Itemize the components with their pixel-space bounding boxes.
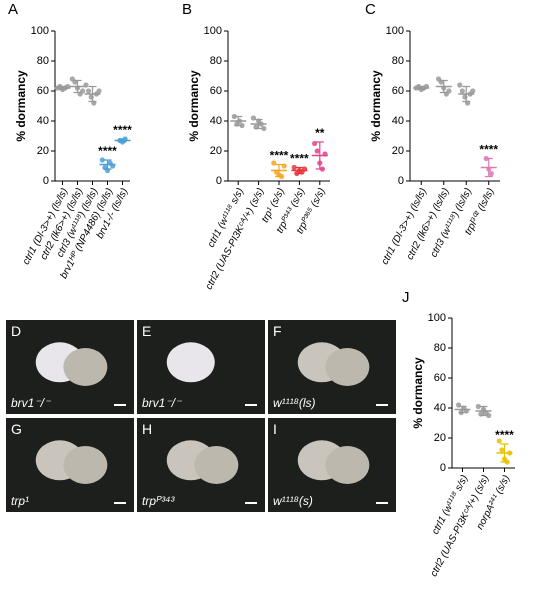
error-bar — [315, 141, 324, 170]
egg — [63, 446, 108, 484]
y-axis-label: % dormancy — [14, 70, 28, 142]
y-tick-label: 100 — [386, 25, 404, 37]
y-tick-label: 0 — [216, 175, 222, 187]
y-tick-label: 0 — [440, 462, 446, 474]
y-axis-label: % dormancy — [411, 357, 425, 429]
error-bar — [462, 85, 471, 103]
panel-label: A — [8, 1, 18, 18]
caption: trpᴾ³⁴³ — [142, 494, 175, 508]
panel-label: D — [11, 323, 21, 339]
y-tick-label: 20 — [392, 145, 404, 157]
y-tick-label: 100 — [31, 25, 49, 37]
egg — [63, 348, 108, 386]
data-point — [457, 82, 463, 88]
y-tick-label: 60 — [392, 85, 404, 97]
error-bar — [88, 85, 97, 103]
panel-label: C — [365, 1, 376, 18]
y-axis-label: % dormancy — [369, 70, 383, 142]
error-bar — [479, 405, 488, 417]
data-point — [459, 88, 465, 94]
y-tick-label: 60 — [434, 372, 446, 384]
significance: **** — [479, 143, 498, 157]
y-tick-label: 60 — [37, 85, 49, 97]
data-point — [488, 170, 494, 177]
y-axis-label: % dormancy — [187, 70, 201, 142]
data-point — [86, 88, 92, 94]
panel-label: G — [11, 421, 22, 437]
error-bar — [234, 115, 243, 127]
error-bar — [458, 405, 467, 414]
data-point — [475, 403, 481, 410]
y-tick-label: 80 — [434, 342, 446, 354]
error-bar — [275, 163, 283, 178]
y-tick-label: 20 — [210, 145, 222, 157]
significance: **** — [290, 152, 309, 166]
error-bar — [103, 159, 112, 170]
egg — [166, 342, 215, 383]
panel-label: I — [273, 421, 277, 437]
data-point — [96, 88, 102, 94]
significance: **** — [98, 144, 117, 158]
error-bar — [118, 138, 127, 143]
caption: brv1⁻/⁻ — [11, 396, 52, 410]
data-point — [486, 412, 492, 419]
y-tick-label: 40 — [210, 115, 222, 127]
caption: w¹¹¹⁸(s) — [273, 494, 313, 508]
data-point — [499, 447, 505, 453]
panel-label: F — [273, 323, 282, 339]
error-bar — [439, 79, 448, 94]
egg — [194, 446, 239, 484]
y-tick-label: 20 — [434, 432, 446, 444]
y-tick-label: 0 — [398, 175, 404, 187]
error-bar — [73, 79, 82, 94]
y-tick-label: 40 — [392, 115, 404, 127]
error-bar — [295, 166, 304, 175]
error-bar — [58, 85, 67, 91]
significance: **** — [495, 428, 514, 442]
panel-label: H — [142, 421, 152, 437]
y-tick-label: 100 — [204, 25, 222, 37]
egg — [325, 446, 370, 484]
significance: **** — [270, 149, 289, 163]
y-tick-label: 80 — [37, 55, 49, 67]
y-tick-label: 40 — [37, 115, 49, 127]
error-bar — [417, 85, 426, 91]
y-tick-label: 60 — [210, 85, 222, 97]
panel-label: J — [402, 289, 410, 306]
caption: trp¹ — [11, 494, 29, 508]
caption: w¹¹¹⁸(ls) — [273, 396, 316, 410]
data-point — [291, 164, 297, 171]
data-point — [496, 438, 502, 444]
y-tick-label: 80 — [210, 55, 222, 67]
y-tick-label: 20 — [37, 145, 49, 157]
panel-label: B — [182, 1, 192, 18]
data-point — [470, 88, 476, 94]
y-tick-label: 40 — [434, 402, 446, 414]
error-bar — [254, 118, 263, 130]
data-point — [261, 125, 267, 132]
error-bar — [500, 443, 509, 463]
y-tick-label: 0 — [43, 175, 49, 187]
y-tick-label: 80 — [392, 55, 404, 67]
data-point — [83, 82, 89, 88]
egg — [325, 348, 370, 386]
data-point — [99, 157, 105, 163]
y-tick-label: 100 — [428, 312, 446, 324]
data-point — [314, 148, 320, 154]
significance: **** — [113, 123, 132, 137]
panel-label: E — [142, 323, 151, 339]
error-bar — [484, 157, 493, 178]
significance: ** — [315, 126, 325, 140]
caption: brv1⁻/⁻ — [142, 396, 183, 410]
